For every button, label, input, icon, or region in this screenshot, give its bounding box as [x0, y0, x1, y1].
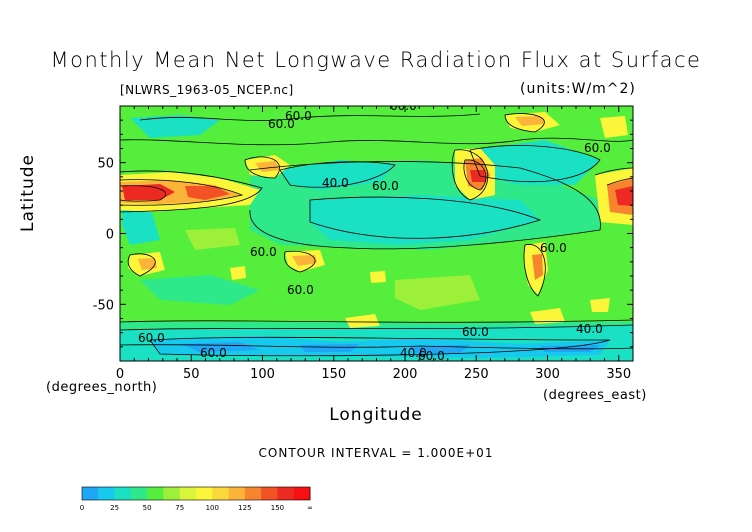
colorbar-swatch — [228, 487, 246, 500]
colorbar-swatch — [179, 487, 197, 500]
patagonia-yellow — [530, 308, 565, 324]
sahara-red — [122, 184, 175, 200]
pacific-light-green — [395, 275, 480, 310]
colorbar-swatch — [98, 487, 116, 500]
heatmap-field: 60.0 60.0 60.0 40.0 60.0 60.0 60.0 60.0 … — [120, 99, 633, 363]
south-america-orange — [532, 254, 543, 280]
colorbar-swatch — [147, 487, 164, 500]
southern-ocean-yellow — [345, 314, 380, 328]
x-tick-label: 150 — [321, 367, 346, 382]
north-america-red — [470, 170, 486, 182]
antarctic-deep-blue — [180, 342, 600, 353]
colorbar-swatch — [293, 487, 311, 500]
colorbar-swatch — [277, 487, 295, 500]
contour-label: 40.0 — [400, 346, 427, 360]
x-tick-label: 300 — [535, 367, 560, 382]
colorbar-tick-label: 75 — [175, 504, 184, 512]
units-label: (units:W/m^2) — [520, 81, 636, 97]
contour-value-labels: 60.0 60.0 60.0 40.0 60.0 60.0 60.0 60.0 … — [138, 99, 611, 363]
x-axis-title: Longitude — [329, 405, 423, 425]
colorbar-tick-label: 25 — [110, 504, 119, 512]
colorbar-swatch — [244, 487, 262, 500]
contour-label: 60.0 — [268, 117, 295, 131]
y-tick-label: 0 — [106, 228, 114, 243]
contour-interval-note: CONTOUR INTERVAL = 1.000E+01 — [258, 446, 494, 460]
colorbar-swatch — [196, 487, 213, 500]
chart-title: Monthly Mean Net Longwave Radiation Flux… — [50, 48, 702, 72]
north-east-orange — [515, 116, 545, 126]
contour-label: 60.0 — [584, 141, 611, 155]
source-file-label: [NLWRS_1963-05_NCEP.nc] — [120, 83, 294, 97]
contour-label: 60.0 — [372, 179, 399, 193]
x-unit-label: (degrees_east) — [543, 388, 647, 403]
colorbar-tick-label: 125 — [238, 504, 251, 512]
contour-label: 60.0 — [200, 346, 227, 360]
colorbar-tick-label: ∞ — [307, 504, 313, 512]
axis-ticks — [119, 106, 633, 361]
colorbar-tick-label: 150 — [271, 504, 284, 512]
east-edge-red — [615, 186, 633, 206]
y-tick-label: -50 — [93, 298, 114, 313]
contour-label: 60.0 — [462, 325, 489, 339]
colorbar-tick-label: 100 — [206, 504, 219, 512]
x-tick-label: 200 — [393, 367, 418, 382]
y-unit-label: (degrees_north) — [46, 380, 158, 395]
colorbar-swatch — [261, 487, 278, 500]
australia-orange — [292, 255, 317, 266]
contour-label: 40.0 — [576, 322, 603, 336]
colorbar-swatch — [212, 487, 230, 500]
arctic-cyan-patch — [130, 115, 220, 138]
tibet-orange — [255, 161, 280, 172]
contour-label: 60.0 — [285, 109, 312, 123]
colorbar-swatch — [163, 487, 181, 500]
arabia-red — [185, 186, 230, 200]
north-atlantic-cyan — [470, 140, 600, 185]
contour-label: 60.0 — [390, 99, 417, 113]
colorbar-swatch — [114, 487, 132, 500]
x-tick-label: 350 — [606, 367, 631, 382]
contour-label: 60.0 — [418, 349, 445, 363]
colorbar-tick-label: 50 — [143, 504, 152, 512]
contour-lines — [120, 113, 633, 357]
colorbar-tick-label: 0 — [80, 504, 84, 512]
contour-label: 60.0 — [250, 245, 277, 259]
south-africa-orange — [138, 258, 157, 270]
indian-light-green — [185, 228, 240, 250]
contour-label: 60.0 — [540, 241, 567, 255]
contour-label: 40.0 — [322, 176, 349, 190]
south-indian-cyan — [140, 275, 260, 305]
contour-label: 60.0 — [287, 283, 314, 297]
colorbar-swatch — [82, 487, 99, 500]
north-pacific-cyan — [280, 160, 395, 190]
x-tick-label: 50 — [183, 367, 200, 382]
colorbar-swatch — [130, 487, 148, 500]
x-tick-label: 0 — [116, 367, 124, 382]
colorbar: 0 25 50 75 100 125 150 ∞ — [80, 486, 313, 512]
x-tick-label: 250 — [464, 367, 489, 382]
x-tick-label: 100 — [250, 367, 275, 382]
y-tick-label: 50 — [97, 157, 114, 172]
axis-tick-labels: 0 50 100 150 200 250 300 350 50 0 -50 — [93, 157, 631, 382]
north-east-patch — [600, 116, 628, 138]
contour-label: 60.0 — [138, 331, 165, 345]
colorbar-frame — [81, 486, 311, 501]
tropical-cyan-region — [310, 195, 540, 245]
